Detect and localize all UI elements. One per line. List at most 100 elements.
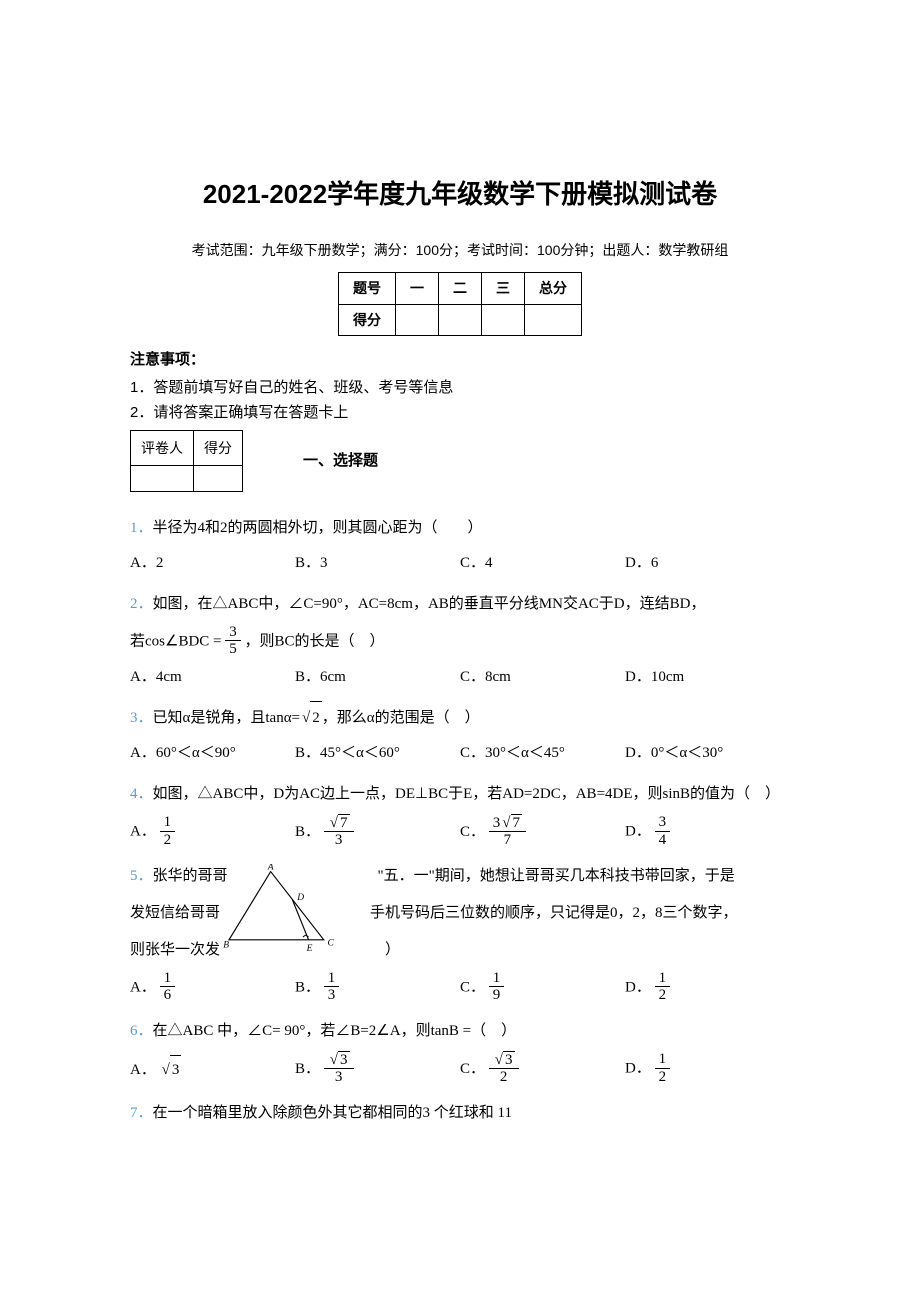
choice-b: B．45°＜α＜60° <box>295 739 460 768</box>
choice-label: C． <box>460 824 485 840</box>
fraction: 377 <box>489 814 526 849</box>
sqrt: 7 <box>328 814 350 832</box>
q5-choices: A． 16 B． 13 C． 19 D． 12 <box>130 971 790 1005</box>
numerator: 1 <box>160 814 176 832</box>
numerator: 1 <box>160 970 176 988</box>
row-label: 得分 <box>339 304 396 336</box>
grader-col2: 得分 <box>194 430 243 466</box>
choice-d: D． 34 <box>625 815 790 849</box>
table-row: 评卷人 得分 <box>131 430 243 466</box>
question-3: 3．已知α是锐角，且tanα= 2，那么α的范围是（ ） <box>130 701 790 735</box>
choice-c: C． 32 <box>460 1052 625 1087</box>
right-angle-mark <box>303 935 306 937</box>
coef: 3 <box>493 815 501 831</box>
sqrt: 3 <box>493 1051 515 1069</box>
choice-d: D．10cm <box>625 663 790 692</box>
choice-label: A． <box>130 1062 156 1078</box>
denominator: 2 <box>489 1069 519 1086</box>
fraction: 3 5 <box>225 624 241 658</box>
choice-a: A． 3 <box>130 1055 295 1085</box>
qnum: 1． <box>130 520 153 536</box>
triangle-figure: A B C D E <box>218 864 348 954</box>
choice-a: A． 16 <box>130 971 295 1005</box>
q4-choices: A． 12 B． 73 C． 377 D． 34 <box>130 815 790 850</box>
denominator: 3 <box>324 832 354 849</box>
radicand: 3 <box>170 1055 182 1085</box>
choice-b: B． 13 <box>295 971 460 1005</box>
numerator: 3 <box>655 814 671 832</box>
exam-title: 2021-2022学年度九年级数学下册模拟测试卷 <box>130 170 790 219</box>
choice-d: D．6 <box>625 549 790 578</box>
radicand: 3 <box>338 1051 350 1069</box>
fraction: 33 <box>324 1051 354 1086</box>
empty-cell <box>525 304 582 336</box>
fraction: 16 <box>160 970 176 1004</box>
empty-cell <box>482 304 525 336</box>
radicand: 3 <box>503 1051 515 1069</box>
choice-d: D． 12 <box>625 1052 790 1086</box>
sqrt: 2 <box>300 701 322 735</box>
question-1: 1．半径为4和2的两圆相外切，则其圆心距为（ ） <box>130 512 790 545</box>
header-cell: 二 <box>439 272 482 304</box>
qtext: 如图，在△ABC中，∠C=90°，AC=8cm，AB的垂直平分线MN交AC于D，… <box>153 596 706 612</box>
denominator: 9 <box>489 987 505 1004</box>
choice-a: A．60°＜α＜90° <box>130 739 295 768</box>
choice-c: C．30°＜α＜45° <box>460 739 625 768</box>
denominator: 3 <box>324 987 340 1004</box>
choice-label: B． <box>295 824 320 840</box>
qtext: 已知α是锐角，且tanα= <box>153 710 301 726</box>
table-row <box>131 466 243 492</box>
triangle-abc <box>229 871 324 939</box>
question-2: 2．如图，在△ABC中，∠C=90°，AC=8cm，AB的垂直平分线MN交AC于… <box>130 588 790 621</box>
question-7: 7．在一个暗箱里放入除颜色外其它都相同的3 个红球和 11 <box>130 1097 790 1130</box>
qtext: ，那么α的范围是（ ） <box>322 710 480 726</box>
q6-choices: A． 3 B． 33 C． 32 D． 12 <box>130 1052 790 1087</box>
choice-a: A． 12 <box>130 815 295 849</box>
header-cell: 一 <box>396 272 439 304</box>
choice-label: C． <box>460 979 485 995</box>
denominator: 4 <box>655 832 671 849</box>
grader-row: 评卷人 得分 一、选择题 <box>130 430 790 493</box>
question-2b: 若cos∠BDC = 3 5 ，则BC的长是（ ） <box>130 625 790 659</box>
header-cell: 三 <box>482 272 525 304</box>
choice-label: A． <box>130 979 156 995</box>
empty-cell <box>131 466 194 492</box>
choice-label: B． <box>295 979 320 995</box>
qtext: 在△ABC 中，∠C= 90°，若∠B=2∠A，则tanB =（ ） <box>153 1023 517 1039</box>
radicand: 7 <box>511 814 523 832</box>
fraction: 13 <box>324 970 340 1004</box>
grader-col1: 评卷人 <box>131 430 194 466</box>
qnum: 3． <box>130 710 153 726</box>
choice-label: D． <box>625 979 651 995</box>
qtext: 张华的哥哥 <box>153 868 228 884</box>
qtext: 发短信给哥哥 <box>130 905 220 921</box>
qtext: 半径为4和2的两圆相外切，则其圆心距为（ ） <box>153 520 483 536</box>
choice-c: C． 19 <box>460 971 625 1005</box>
line-de <box>292 900 308 940</box>
numerator: 3 <box>489 1051 519 1070</box>
notice-line-1: 1．答题前填写好自己的姓名、班级、考号等信息 <box>130 375 790 401</box>
grader-table: 评卷人 得分 <box>130 430 243 493</box>
fraction: 12 <box>655 1051 671 1085</box>
qnum: 7． <box>130 1105 153 1121</box>
denominator: 3 <box>324 1069 354 1086</box>
choice-b: B．3 <box>295 549 460 578</box>
numerator: 3 <box>324 1051 354 1070</box>
score-table: 题号 一 二 三 总分 得分 <box>338 272 582 336</box>
empty-cell <box>396 304 439 336</box>
empty-cell <box>194 466 243 492</box>
denominator: 6 <box>160 987 176 1004</box>
radicand: 2 <box>310 701 322 735</box>
denominator: 2 <box>160 832 176 849</box>
radicand: 7 <box>338 814 350 832</box>
numerator: 7 <box>324 814 354 833</box>
numerator: 1 <box>655 970 671 988</box>
table-row: 得分 <box>339 304 582 336</box>
fraction: 32 <box>489 1051 519 1086</box>
sqrt: 3 <box>160 1055 182 1085</box>
q2-choices: A．4cm B．6cm C．8cm D．10cm <box>130 663 790 692</box>
choice-label: D． <box>625 1061 651 1077</box>
choice-label: B． <box>295 1061 320 1077</box>
choice-c: C．4 <box>460 549 625 578</box>
denominator: 2 <box>655 987 671 1004</box>
